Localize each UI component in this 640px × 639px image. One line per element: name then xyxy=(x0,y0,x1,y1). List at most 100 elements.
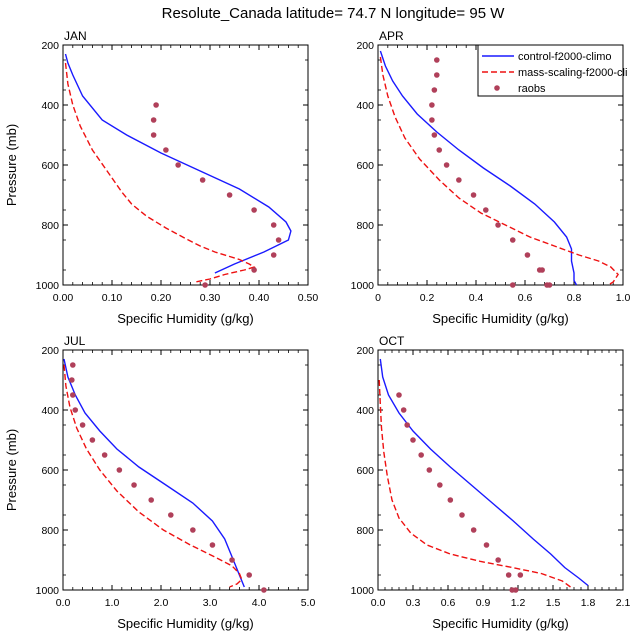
y-tick-label: 1000 xyxy=(36,280,60,292)
x-tick-label: 0.2 xyxy=(420,292,435,304)
y-tick-label: 200 xyxy=(356,345,374,357)
raobs-point xyxy=(209,542,216,548)
y-tick-label: 800 xyxy=(41,525,59,537)
x-tick-label: 0.00 xyxy=(53,292,74,304)
y-axis-title: Pressure (mb) xyxy=(4,429,19,511)
raobs-point xyxy=(251,207,257,213)
series-dot xyxy=(429,57,553,288)
x-tick-label: 0.8 xyxy=(567,292,582,304)
x-tick-label: 0.20 xyxy=(151,292,172,304)
raobs-point xyxy=(509,237,516,243)
raobs-point xyxy=(495,222,501,228)
x-tick-label: 0.30 xyxy=(200,292,221,304)
control-line xyxy=(379,358,589,587)
series-solid xyxy=(63,358,245,588)
raobs-point xyxy=(396,392,402,398)
raobs-point xyxy=(226,192,233,198)
figure-title: Resolute_Canada latitude= 74.7 N longitu… xyxy=(162,5,506,22)
raobs-point xyxy=(199,177,206,183)
panel-oct: OCT 0.0 0.3 0.6 0.9 1.2 1.5 1.8 2.1 200 400 600 800 1… xyxy=(351,334,631,631)
panel-label: APR xyxy=(379,29,404,43)
raobs-point xyxy=(470,527,477,533)
y-tick-label: 200 xyxy=(41,345,59,357)
raobs-point xyxy=(509,587,515,593)
y-tick-label: 1000 xyxy=(351,585,375,597)
x-tick-label: 0.9 xyxy=(476,597,491,609)
raobs-point xyxy=(153,102,159,108)
mass-scaling-line xyxy=(64,62,256,283)
series-dot xyxy=(150,102,282,288)
raobs-point xyxy=(546,282,553,288)
raobs-point xyxy=(70,362,76,368)
raobs-point xyxy=(131,482,137,488)
x-tick-label: 1.5 xyxy=(546,597,561,609)
raobs-point xyxy=(410,437,416,443)
y-tick-label: 200 xyxy=(41,40,59,52)
raobs-point xyxy=(246,572,252,578)
y-tick-label: 600 xyxy=(41,465,59,477)
y-tick-label: 400 xyxy=(356,405,374,417)
x-axis-title: Specific Humidity (g/kg) xyxy=(432,311,569,326)
y-tick-label: 1000 xyxy=(351,280,375,292)
legend-box xyxy=(477,44,624,97)
x-tick-label: 2.1 xyxy=(616,597,631,609)
x-tick-label: 2.0 xyxy=(154,597,169,609)
y-tick-label: 600 xyxy=(356,465,374,477)
raobs-point xyxy=(443,162,450,168)
raobs-point xyxy=(251,267,257,273)
y-tick-label: 400 xyxy=(356,100,374,112)
raobs-point xyxy=(270,252,277,258)
raobs-point xyxy=(69,377,75,383)
x-tick-label: 0.6 xyxy=(441,597,456,609)
raobs-point xyxy=(101,452,108,458)
raobs-point xyxy=(434,57,440,63)
raobs-point xyxy=(89,437,96,443)
series-dashed xyxy=(378,379,571,588)
raobs-point xyxy=(175,162,181,168)
raobs-point xyxy=(509,282,516,288)
y-tick-label: 600 xyxy=(41,160,59,172)
raobs-point xyxy=(116,467,123,473)
control-line xyxy=(379,50,578,286)
raobs-point xyxy=(275,237,282,243)
series-dashed xyxy=(64,62,256,283)
raobs-point xyxy=(429,117,435,123)
raobs-point xyxy=(536,267,543,273)
legend-label: raobs xyxy=(518,83,546,95)
series-dashed xyxy=(379,56,619,286)
series-dot xyxy=(69,362,267,593)
raobs-point xyxy=(456,177,462,183)
x-tick-label: 5.0 xyxy=(301,597,316,609)
x-axis-title: Specific Humidity (g/kg) xyxy=(117,616,254,631)
series-solid xyxy=(64,53,292,274)
control-line xyxy=(63,358,245,588)
x-tick-label: 1.8 xyxy=(581,597,596,609)
x-axis-title: Specific Humidity (g/kg) xyxy=(432,616,569,631)
raobs-point xyxy=(79,422,86,428)
x-tick-label: 1.0 xyxy=(616,292,631,304)
x-tick-label: 4.0 xyxy=(252,597,267,609)
x-tick-label: 0.3 xyxy=(406,597,421,609)
raobs-point xyxy=(404,422,410,428)
y-tick-label: 800 xyxy=(356,525,374,537)
legend-label: mass-scaling-f2000-cli xyxy=(518,67,627,79)
panel-jul: JUL 0.0 1.0 2.0 3.0 4.0 5.0 200 400 600 800 1000 Spe… xyxy=(4,334,315,631)
raobs-point xyxy=(447,497,454,503)
raobs-point xyxy=(190,527,196,533)
raobs-point xyxy=(459,512,465,518)
mass-scaling-line xyxy=(63,364,243,588)
legend-swatch-raobs xyxy=(494,85,500,91)
y-tick-label: 600 xyxy=(356,160,374,172)
x-tick-label: 0.6 xyxy=(518,292,533,304)
mass-scaling-line xyxy=(378,379,571,588)
x-tick-label: 0 xyxy=(375,292,381,304)
raobs-point xyxy=(524,252,531,258)
y-axis-title: Pressure (mb) xyxy=(4,124,19,206)
y-tick-label: 1000 xyxy=(36,585,60,597)
y-tick-label: 800 xyxy=(356,220,374,232)
raobs-point xyxy=(434,72,440,78)
raobs-point xyxy=(517,572,524,578)
x-tick-label: 0.0 xyxy=(56,597,71,609)
raobs-point xyxy=(495,557,501,563)
